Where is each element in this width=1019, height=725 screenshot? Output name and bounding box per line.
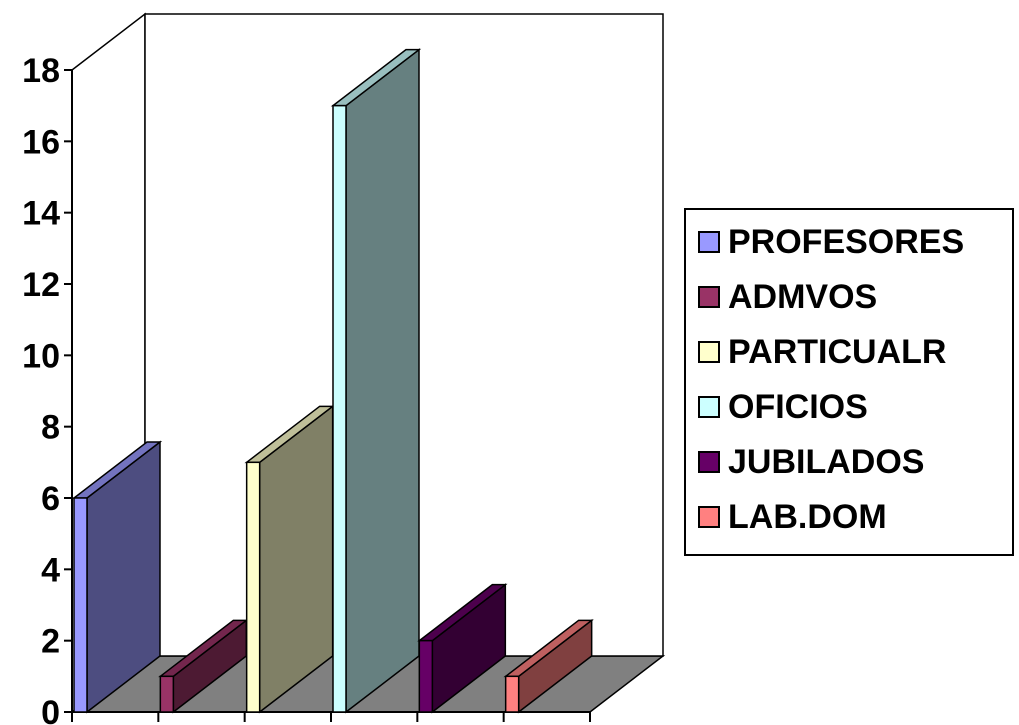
legend-label-profesores: PROFESORES xyxy=(728,223,965,261)
y-tick-label: 6 xyxy=(41,480,60,518)
legend-item-profesores: PROFESORES xyxy=(698,222,964,262)
y-tick-label: 16 xyxy=(22,123,60,161)
legend-swatch-admvos xyxy=(698,286,720,308)
legend-label-particualr: PARTICUALR xyxy=(728,333,947,371)
y-axis xyxy=(64,69,591,722)
bar-side-face xyxy=(345,48,420,714)
bar-lab-dom xyxy=(503,618,594,714)
bars-group xyxy=(71,48,594,714)
bar-front-face xyxy=(332,104,347,713)
y-tick-labels: 0 2 4 6 8 10 12 14 16 18 xyxy=(22,52,60,725)
legend-swatch-profesores xyxy=(698,231,720,253)
y-tick-label: 8 xyxy=(41,409,60,447)
bar-front-face xyxy=(245,461,261,713)
bar-front-face xyxy=(504,675,520,713)
bar-oficios xyxy=(330,48,422,714)
y-tick-label: 2 xyxy=(41,623,60,661)
legend-item-oficios: OFICIOS xyxy=(698,387,868,427)
y-tick-label: 12 xyxy=(22,266,60,304)
legend-label-lab-dom: LAB.DOM xyxy=(728,498,887,536)
legend-swatch-particualr xyxy=(698,341,720,363)
legend-label-oficios: OFICIOS xyxy=(728,388,868,426)
legend-item-jubilados: JUBILADOS xyxy=(698,442,924,482)
legend-label-admvos: ADMVOS xyxy=(728,278,878,316)
y-tick-label: 10 xyxy=(22,337,60,375)
legend: PROFESORES ADMVOS PARTICUALR OFICIOS JUB… xyxy=(684,208,1014,556)
bar-profesores xyxy=(71,440,163,714)
legend-item-lab-dom: LAB.DOM xyxy=(698,497,887,537)
bar-particualr xyxy=(244,404,335,714)
legend-swatch-oficios xyxy=(698,396,720,418)
bar-front-face xyxy=(418,639,434,713)
y-tick-label: 14 xyxy=(22,195,60,233)
legend-swatch-jubilados xyxy=(698,451,720,473)
y-tick-label: 0 xyxy=(41,694,60,725)
legend-swatch-lab-dom xyxy=(698,506,720,528)
legend-label-jubilados: JUBILADOS xyxy=(728,443,925,481)
bar-front-face xyxy=(159,675,175,713)
bar-jubilados xyxy=(417,583,508,714)
legend-item-admvos: ADMVOS xyxy=(698,277,877,317)
bar-front-face xyxy=(73,497,88,713)
y-tick-label: 18 xyxy=(22,52,60,90)
legend-item-particualr: PARTICUALR xyxy=(698,332,946,372)
y-tick-label: 4 xyxy=(41,551,60,589)
